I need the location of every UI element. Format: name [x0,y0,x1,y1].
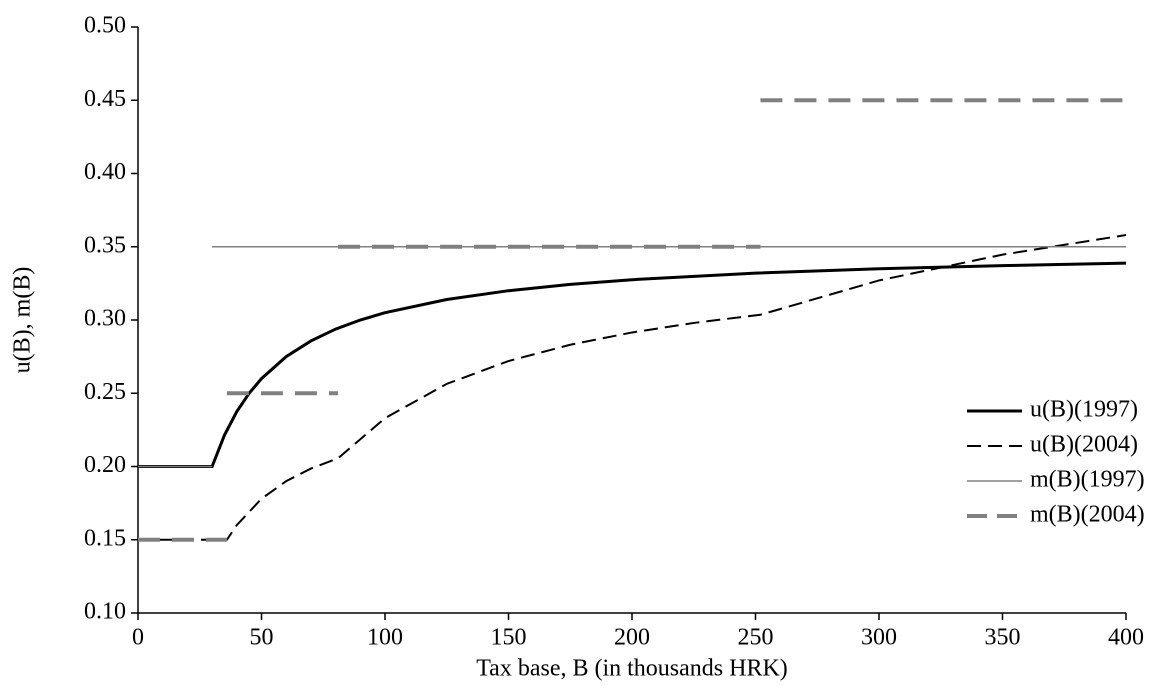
x-tick-label: 400 [1108,625,1144,651]
legend-label: m(B)(1997) [1030,467,1145,493]
y-tick-label: 0.15 [84,525,126,551]
x-tick-label: 150 [491,625,527,651]
x-tick-label: 0 [132,625,144,651]
line-series [138,234,1127,541]
y-tick-label: 0.20 [84,452,126,478]
x-tick-label: 300 [861,625,897,651]
legend-label: u(B)(1997) [1030,397,1138,423]
x-tick-label: 100 [367,625,403,651]
x-tick-label: 50 [250,625,274,651]
legend-label: m(B)(2004) [1030,502,1145,528]
y-axis-label: u(B), m(B) [10,267,36,374]
legend-label: u(B)(2004) [1030,432,1138,458]
y-tick-label: 0.10 [84,599,126,625]
x-axis-label: Tax base, B (in thousands HRK) [476,656,788,682]
x-tick-label: 250 [738,625,774,651]
line-series [138,98,1126,542]
y-tick-label: 0.45 [84,86,126,112]
y-tick-label: 0.40 [84,159,126,185]
y-tick-label: 0.35 [84,232,126,258]
x-tick-label: 200 [614,625,650,651]
y-tick-label: 0.50 [84,13,126,39]
x-tick-label: 350 [985,625,1021,651]
y-tick-label: 0.30 [84,306,126,332]
y-tick-label: 0.25 [84,379,126,405]
line-series [138,246,1126,468]
line-series [138,261,1127,468]
